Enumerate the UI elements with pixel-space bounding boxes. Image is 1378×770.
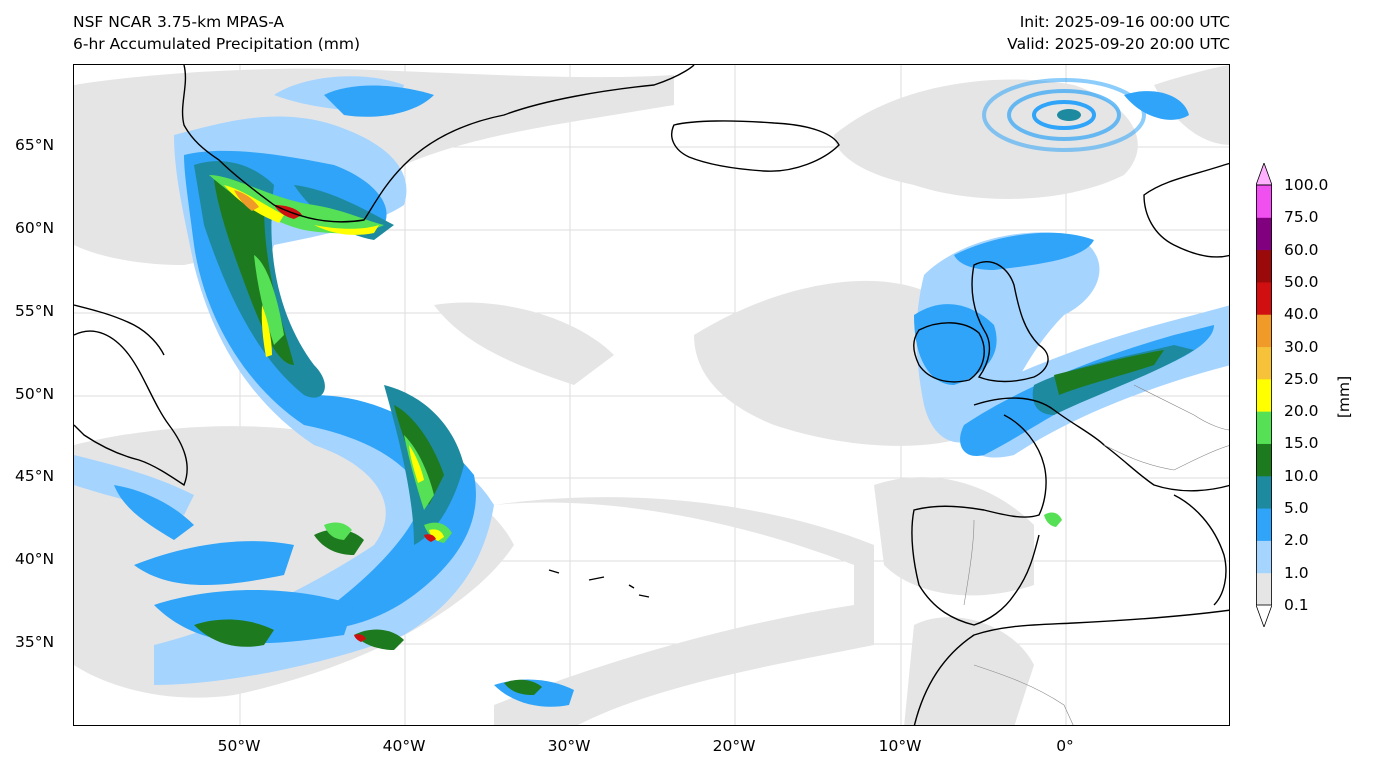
colorbar-tick-label: 60.0 xyxy=(1284,240,1319,259)
model-title: NSF NCAR 3.75-km MPAS-A xyxy=(73,13,285,31)
valid-time: Valid: 2025-09-20 20:00 UTC xyxy=(1007,35,1230,53)
lon-label-0: 0° xyxy=(1056,737,1074,755)
lon-label-20w: 20°W xyxy=(712,737,756,755)
colorbar xyxy=(1256,163,1272,627)
colorbar-tick-label: 15.0 xyxy=(1284,434,1319,453)
colorbar-segment xyxy=(1256,572,1272,606)
lon-label-40w: 40°W xyxy=(382,737,426,755)
lon-label-50w: 50°W xyxy=(217,737,261,755)
colorbar-tick-label: 50.0 xyxy=(1284,272,1319,291)
colorbar-segment xyxy=(1256,217,1272,251)
country-borders xyxy=(963,384,1229,725)
colorbar-tick-label: 20.0 xyxy=(1284,402,1319,421)
lat-label-35: 35°N xyxy=(15,633,55,651)
precipitation-map[interactable] xyxy=(73,64,1230,726)
colorbar-segment xyxy=(1256,185,1272,218)
field-title: 6-hr Accumulated Precipitation (mm) xyxy=(73,35,360,53)
labrador-coast xyxy=(74,304,165,356)
cyclone-spiral xyxy=(982,78,1146,152)
lat-label-65: 65°N xyxy=(15,136,55,154)
colorbar-segment xyxy=(1256,378,1272,412)
colorbar-segment xyxy=(1256,411,1272,444)
colorbar-segment xyxy=(1256,475,1272,509)
lat-label-45: 45°N xyxy=(15,467,55,485)
lat-label-60: 60°N xyxy=(15,219,55,237)
lon-label-10w: 10°W xyxy=(878,737,922,755)
colorbar-frame xyxy=(1256,184,1272,606)
italy-coast xyxy=(1173,494,1227,606)
colorbar-tick-label: 1.0 xyxy=(1284,563,1309,582)
colorbar-tick-label: 40.0 xyxy=(1284,305,1319,324)
lon-label-30w: 30°W xyxy=(547,737,591,755)
scandinavia-coast xyxy=(1143,162,1229,258)
time-block: Init: 2025-09-16 00:00 UTC Valid: 2025-0… xyxy=(1007,11,1230,55)
colorbar-tick-label: 10.0 xyxy=(1284,466,1319,485)
france-spain-coast xyxy=(911,414,1047,626)
map-canvas xyxy=(74,65,1229,725)
newfoundland-coast xyxy=(74,330,188,487)
colorbar-segment xyxy=(1256,508,1272,541)
lat-label-50: 50°N xyxy=(15,385,55,403)
colorbar-tick-label: 2.0 xyxy=(1284,531,1309,550)
coastlines xyxy=(74,65,1229,725)
colorbar-segment xyxy=(1256,443,1272,477)
colorbar-segment xyxy=(1256,314,1272,348)
colorbar-segment xyxy=(1256,346,1272,380)
colorbar-under-extension xyxy=(1256,604,1272,627)
colorbar-tick-label: 100.0 xyxy=(1284,176,1329,194)
colorbar-segment xyxy=(1256,281,1272,315)
greenland-coast xyxy=(181,65,695,223)
north-africa-coast xyxy=(913,609,1229,725)
azores-islands xyxy=(548,569,650,598)
lat-label-55: 55°N xyxy=(15,302,55,320)
colorbar-tick-label: 75.0 xyxy=(1284,208,1319,227)
colorbar-segment xyxy=(1256,249,1272,283)
map-title-block: NSF NCAR 3.75-km MPAS-A 6-hr Accumulated… xyxy=(73,11,360,55)
colorbar-segment xyxy=(1256,540,1272,574)
great-britain-coast xyxy=(971,261,1049,383)
colorbar-over-extension xyxy=(1256,163,1272,186)
colorbar-tick-label: 0.1 xyxy=(1284,596,1309,614)
init-time: Init: 2025-09-16 00:00 UTC xyxy=(1019,13,1230,31)
colorbar-tick-label: 5.0 xyxy=(1284,499,1309,518)
colorbar-tick-label: 25.0 xyxy=(1284,369,1319,388)
iceland-coast xyxy=(671,120,840,172)
colorbar-tick-label: 30.0 xyxy=(1284,337,1319,356)
colorbar-unit: [mm] xyxy=(1335,375,1353,419)
lat-label-40: 40°N xyxy=(15,550,55,568)
ireland-coast xyxy=(913,322,985,383)
